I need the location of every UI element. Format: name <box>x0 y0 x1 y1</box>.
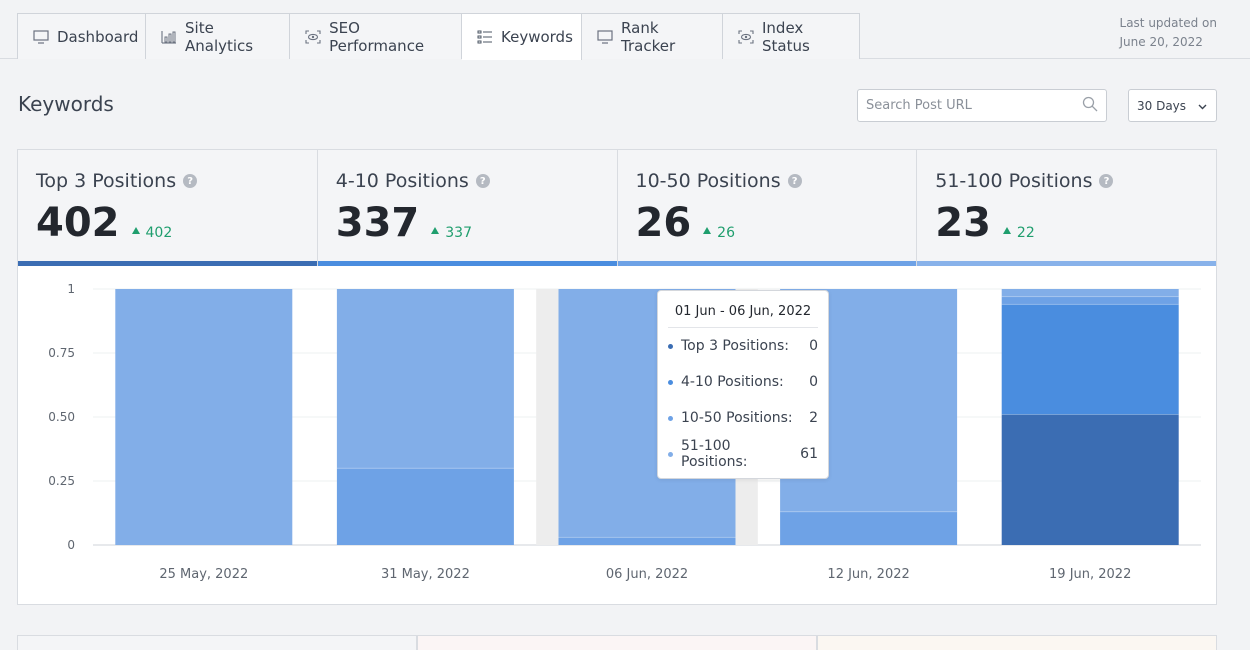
help-icon[interactable]: ? <box>475 174 490 188</box>
last-updated: Last updated on June 20, 2022 <box>1120 14 1217 52</box>
stat-value: 337 <box>335 200 420 246</box>
stat-delta: 22 <box>1002 225 1035 241</box>
next-card <box>17 635 417 650</box>
tab-label: SEO Performance <box>329 18 425 55</box>
y-tick-label: 0 <box>67 538 75 552</box>
bar-segment <box>115 289 293 545</box>
x-tick-label: 06 Jun, 2022 <box>606 567 688 582</box>
last-updated-label: Last updated on <box>1119 16 1217 30</box>
next-card <box>817 635 1217 650</box>
stat-color-bar <box>18 261 317 266</box>
tab-rank-tracker[interactable]: Rank Tracker <box>582 13 723 59</box>
stat-color-bar <box>317 261 617 266</box>
search-input[interactable] <box>866 98 1082 113</box>
position-stats: Top 3 Positions? 402 402 4-10 Positions? … <box>17 149 1217 266</box>
eye-icon <box>738 29 754 45</box>
tab-label: Rank Tracker <box>621 18 676 55</box>
bar-segment <box>558 537 736 545</box>
x-tick-label: 31 May, 2022 <box>381 567 470 582</box>
chevron-down-icon <box>1198 99 1207 113</box>
tab-bar: Dashboard Site Analytics SEO Performance… <box>0 0 1250 60</box>
next-section <box>17 635 1217 650</box>
tab-seo-performance[interactable]: SEO Performance <box>290 13 462 59</box>
series-dot <box>668 415 673 421</box>
eye-icon <box>305 29 321 45</box>
tab-label: Dashboard <box>57 27 139 46</box>
bar-segment <box>1001 304 1179 415</box>
bar-segment <box>1001 296 1179 305</box>
series-dot <box>668 379 673 385</box>
stat-value: 402 <box>36 200 120 246</box>
bar-segment <box>780 511 958 545</box>
tab-dashboard[interactable]: Dashboard <box>17 13 146 59</box>
stat-4-10[interactable]: 4-10 Positions? 337 337 <box>317 150 618 266</box>
bar-segment <box>336 289 514 469</box>
stat-10-50[interactable]: 10-50 Positions? 26 26 <box>617 150 918 266</box>
keywords-chart[interactable]: 0 0.25 0.50 0.75 1 25 May, 2022 31 May, 2022 06… <box>18 266 1218 605</box>
tooltip-row: 51-100 Positions: 61 <box>668 436 818 472</box>
tab-index-status[interactable]: Index Status <box>723 13 860 59</box>
help-icon[interactable]: ? <box>1099 174 1114 188</box>
stat-value: 23 <box>935 200 991 246</box>
stat-delta: 402 <box>131 225 172 241</box>
stat-color-bar <box>917 261 1216 266</box>
up-arrow-icon <box>431 227 440 234</box>
stat-label: 4-10 Positions <box>335 170 469 192</box>
range-select-value: 30 Days <box>1137 98 1187 113</box>
stat-label: 51-100 Positions <box>935 170 1093 192</box>
list-icon <box>477 29 493 45</box>
stat-color-bar <box>617 261 917 266</box>
stat-value: 26 <box>635 200 692 246</box>
tab-keywords[interactable]: Keywords <box>462 13 582 60</box>
bar-segment <box>336 468 514 545</box>
next-card <box>417 635 817 650</box>
stat-label: 10-50 Positions <box>635 170 781 192</box>
chart-tooltip: 01 Jun - 06 Jun, 2022 Top 3 Positions: 0 … <box>657 290 829 479</box>
keywords-chart-panel: 0 0.25 0.50 0.75 1 25 May, 2022 31 May, 2022 06… <box>17 266 1217 605</box>
tooltip-row: 4-10 Positions: 0 <box>668 364 818 400</box>
bar-segment <box>1001 414 1179 545</box>
stat-delta: 26 <box>703 225 735 241</box>
page-title: Keywords <box>18 92 114 116</box>
stat-top3[interactable]: Top 3 Positions? 402 402 <box>18 150 318 266</box>
tooltip-title: 01 Jun - 06 Jun, 2022 <box>668 291 818 328</box>
tab-label: Site Analytics <box>185 18 254 55</box>
tab-label: Index Status <box>762 18 810 55</box>
search-icon[interactable] <box>1082 96 1098 116</box>
tooltip-row: Top 3 Positions: 0 <box>668 328 818 364</box>
x-tick-label: 25 May, 2022 <box>159 567 248 582</box>
y-tick-label: 0.50 <box>48 410 75 424</box>
up-arrow-icon <box>131 227 140 234</box>
search-box[interactable] <box>857 89 1107 122</box>
y-tick-label: 1 <box>67 282 75 296</box>
monitor-icon <box>33 29 49 45</box>
y-tick-label: 0.75 <box>48 346 75 360</box>
help-icon[interactable]: ? <box>183 174 198 188</box>
stat-delta: 337 <box>431 225 472 241</box>
tab-site-analytics[interactable]: Site Analytics <box>146 13 290 59</box>
stat-label: Top 3 Positions <box>36 170 177 192</box>
x-tick-label: 12 Jun, 2022 <box>827 567 909 582</box>
stat-51-100[interactable]: 51-100 Positions? 23 22 <box>917 150 1216 266</box>
series-dot <box>668 451 673 457</box>
tooltip-row: 10-50 Positions: 2 <box>668 400 818 436</box>
monitor-icon <box>597 29 613 45</box>
up-arrow-icon <box>703 227 712 234</box>
x-tick-label: 19 Jun, 2022 <box>1049 567 1131 582</box>
up-arrow-icon <box>1002 227 1011 234</box>
y-tick-label: 0.25 <box>48 474 75 488</box>
analytics-icon <box>161 29 177 45</box>
last-updated-date: June 20, 2022 <box>1119 35 1203 49</box>
series-dot <box>668 343 673 349</box>
bar-segment <box>1001 289 1179 297</box>
range-select[interactable]: 30 Days <box>1128 89 1217 122</box>
tab-label: Keywords <box>501 28 573 46</box>
help-icon[interactable]: ? <box>787 174 802 188</box>
